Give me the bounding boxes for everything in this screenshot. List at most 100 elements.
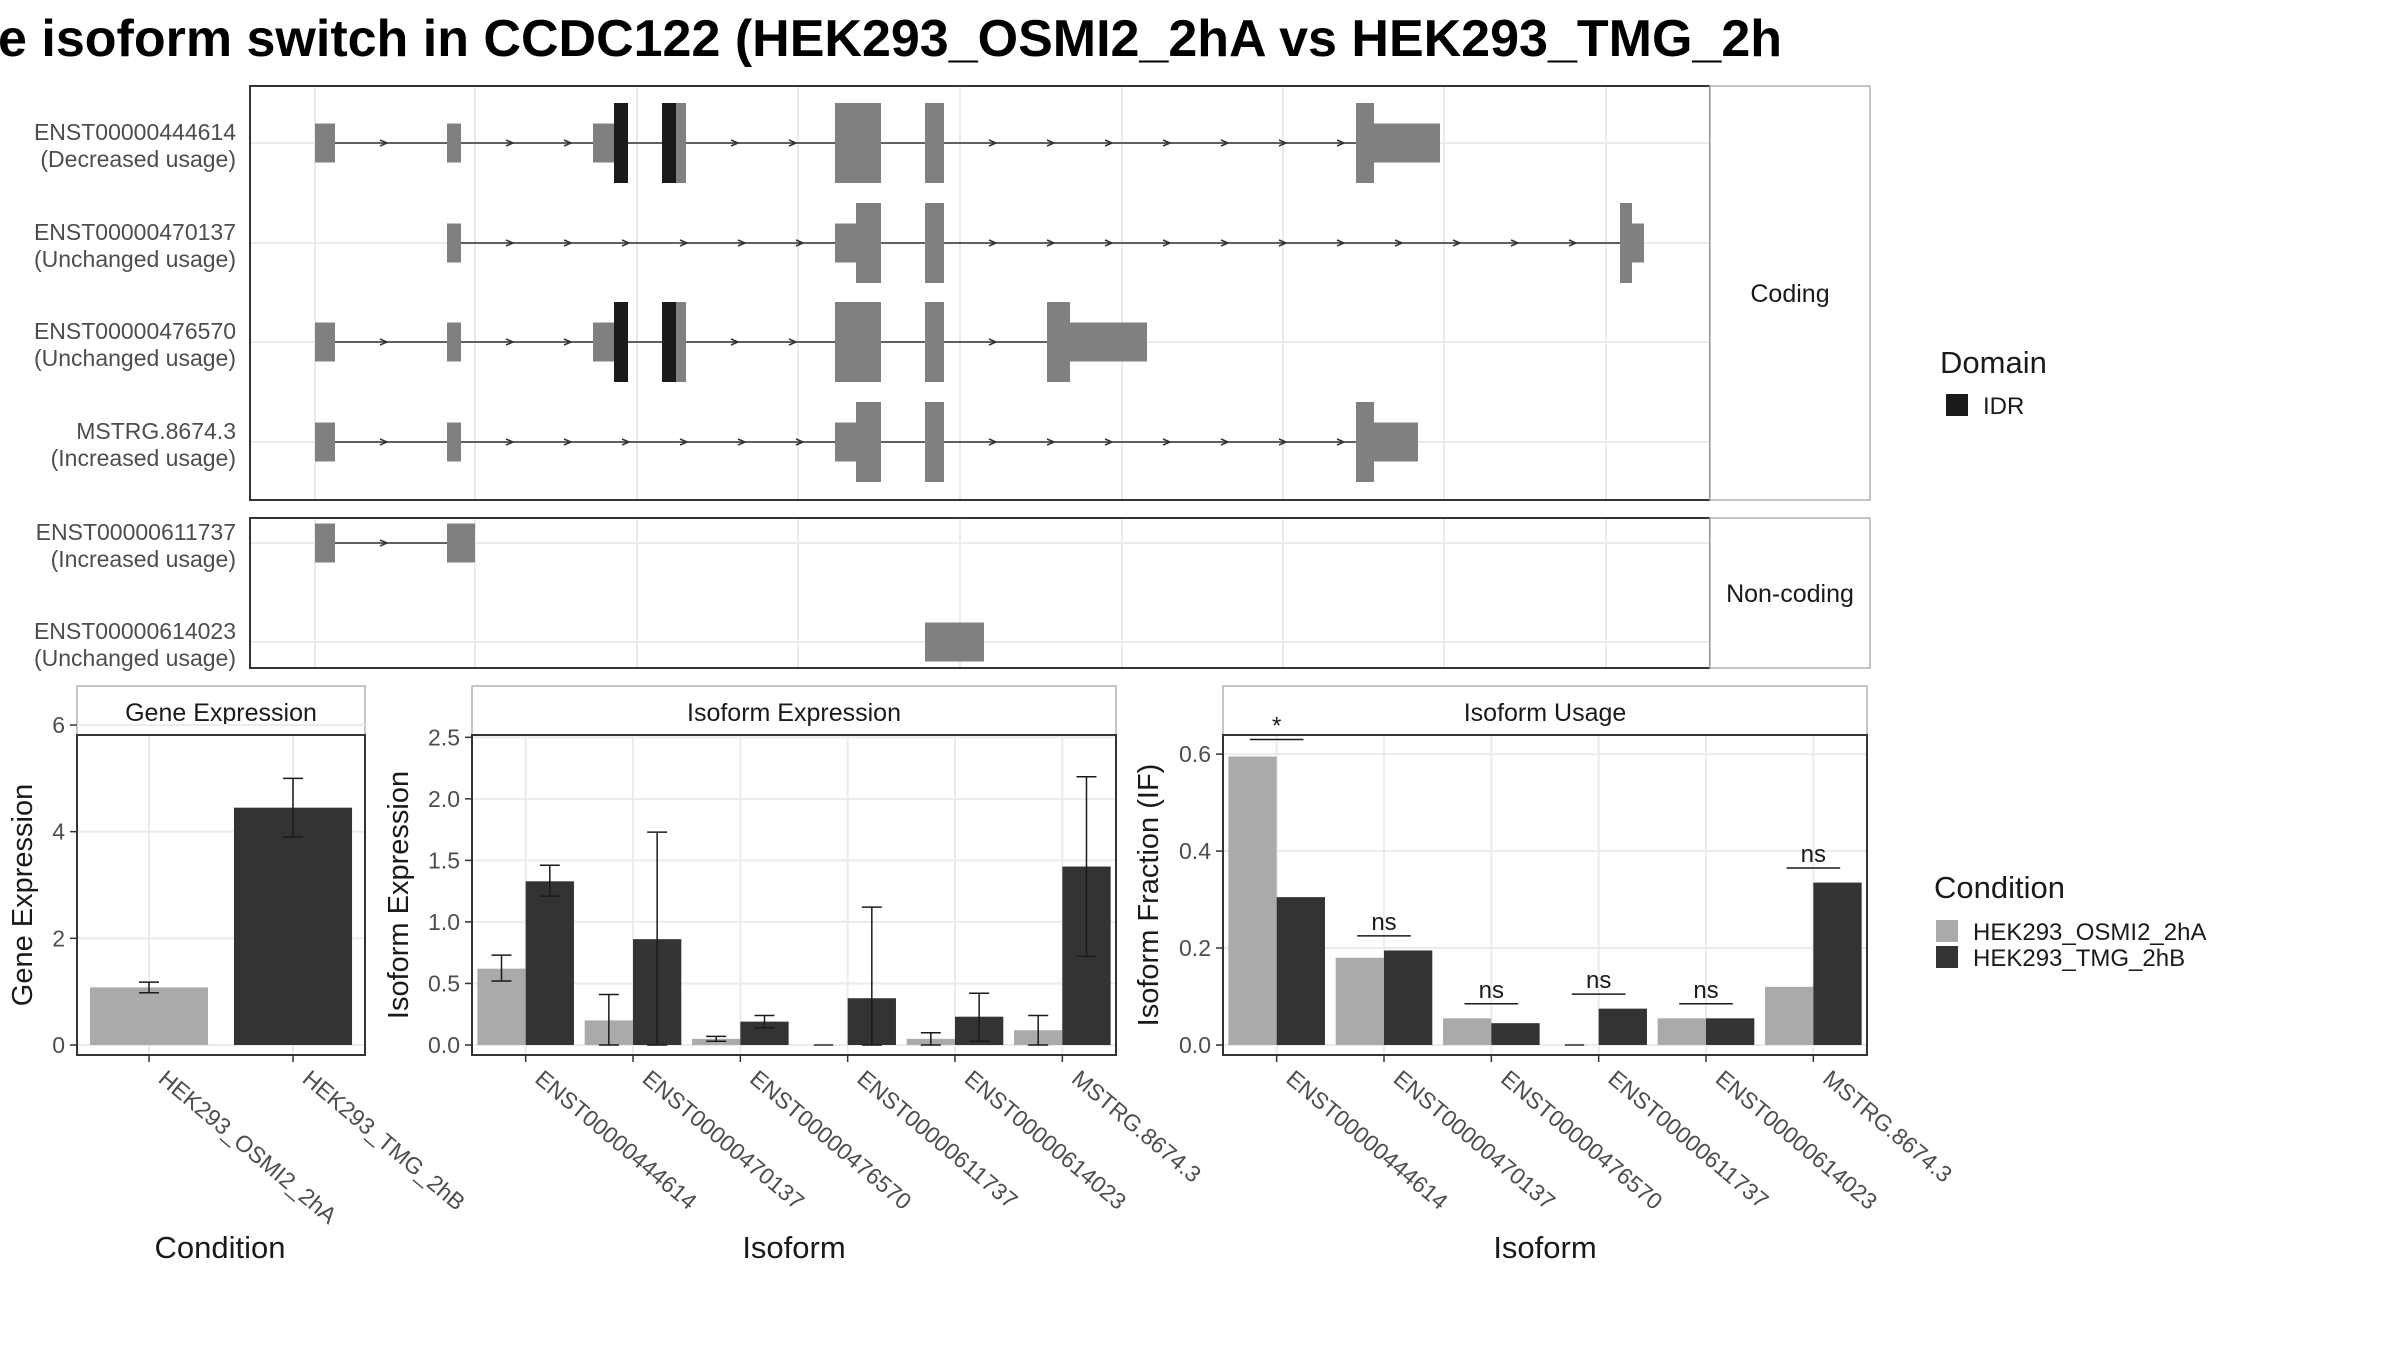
facet-strip — [1709, 85, 1871, 501]
transcript-id-label: ENST00000476570 — [34, 318, 236, 344]
exon-block — [447, 422, 461, 462]
figure-title: e isoform switch in CCDC122 (HEK293_OSMI… — [0, 10, 1782, 68]
intron-direction-arrow — [1336, 139, 1346, 147]
chart-title: Isoform Expression — [687, 699, 901, 727]
exon-block — [1632, 223, 1644, 263]
y-tick-label: 0.2 — [1179, 935, 1211, 961]
intron-direction-arrow — [563, 338, 573, 346]
intron-direction-arrow — [1336, 239, 1346, 247]
exon-block — [447, 123, 461, 163]
x-axis-title: Isoform — [1493, 1230, 1596, 1265]
intron-direction-arrow — [1278, 438, 1288, 446]
intron-direction-arrow — [563, 438, 573, 446]
bar — [1813, 882, 1862, 1045]
y-tick-label: 2.5 — [428, 724, 460, 750]
intron-direction-arrow — [1452, 239, 1462, 247]
exon-block — [925, 203, 944, 283]
condition-legend-label: HEK293_OSMI2_2hA — [1973, 919, 2206, 946]
chart-panel — [472, 735, 1116, 1055]
exon-block — [447, 523, 475, 563]
intron-direction-arrow — [795, 239, 805, 247]
bar — [89, 987, 209, 1045]
exon-block — [856, 402, 881, 482]
intron-direction-arrow — [505, 139, 515, 147]
exon-block — [835, 103, 881, 183]
chart-panel-border — [76, 734, 366, 1056]
intron-direction-arrow — [988, 438, 998, 446]
transcript-panel-0 — [250, 86, 1710, 500]
x-axis-title: Condition — [155, 1230, 286, 1265]
significance-label: ns — [1801, 841, 1826, 868]
transcript-id-label: MSTRG.8674.3 — [76, 418, 236, 444]
exon-block — [1620, 203, 1632, 283]
intron-direction-arrow — [1510, 239, 1520, 247]
exon-block — [835, 223, 856, 263]
intron-direction-arrow — [1104, 438, 1114, 446]
significance-label: ns — [1479, 977, 1504, 1004]
intron-direction-arrow — [988, 139, 998, 147]
exon-block — [315, 322, 335, 362]
bar — [1384, 950, 1433, 1045]
intron-direction-arrow — [788, 139, 798, 147]
chart-title: Isoform Usage — [1464, 699, 1627, 727]
y-tick-label: 0.6 — [1179, 741, 1211, 767]
exon-block — [856, 203, 881, 283]
condition-legend-label: HEK293_TMG_2hB — [1973, 945, 2185, 972]
idr-domain — [614, 103, 628, 183]
intron-direction-arrow — [988, 338, 998, 346]
bar — [525, 881, 574, 1045]
transcript-id-label: ENST00000614023 — [34, 618, 236, 644]
bar — [1765, 986, 1814, 1045]
y-tick-label: 0.5 — [428, 970, 460, 996]
exon-block — [835, 422, 856, 462]
chart-panel-border — [1222, 734, 1868, 1056]
exon-block — [925, 103, 944, 183]
chart-strip — [76, 685, 366, 736]
intron-direction-arrow — [737, 239, 747, 247]
y-tick-label: 0 — [52, 1032, 65, 1058]
exon-block — [1356, 103, 1374, 183]
intron-direction-arrow — [1104, 139, 1114, 147]
exon-block — [835, 302, 881, 382]
intron-direction-arrow — [737, 438, 747, 446]
bar — [1228, 756, 1277, 1045]
domain-legend-swatch — [1946, 394, 1968, 416]
intron-direction-arrow — [1162, 139, 1172, 147]
bar — [1657, 1018, 1706, 1045]
intron-direction-arrow — [621, 239, 631, 247]
exon-block — [1374, 123, 1440, 163]
intron-direction-arrow — [379, 139, 389, 147]
intron-direction-arrow — [730, 139, 740, 147]
chart-panel-border — [471, 734, 1117, 1056]
intron-direction-arrow — [1104, 239, 1114, 247]
intron-direction-arrow — [1220, 239, 1230, 247]
intron-direction-arrow — [563, 239, 573, 247]
domain-legend-title: Domain — [1940, 345, 2047, 380]
y-tick-label: 0.0 — [428, 1032, 460, 1058]
intron-direction-arrow — [1046, 139, 1056, 147]
chart-strip — [1222, 685, 1868, 736]
intron-direction-arrow — [1336, 438, 1346, 446]
y-axis-title: Isoform Expression — [383, 771, 415, 1019]
y-axis-title: Isoform Fraction (IF) — [1133, 764, 1165, 1027]
exon-block — [1356, 402, 1374, 482]
transcript-usage-label: (Decreased usage) — [40, 146, 236, 172]
significance-label: ns — [1586, 967, 1611, 994]
intron-direction-arrow — [563, 139, 573, 147]
intron-direction-arrow — [505, 438, 515, 446]
intron-direction-arrow — [679, 239, 689, 247]
significance-label: * — [1272, 713, 1281, 740]
intron-direction-arrow — [1046, 239, 1056, 247]
intron-direction-arrow — [679, 438, 689, 446]
intron-direction-arrow — [730, 338, 740, 346]
bar — [740, 1021, 789, 1045]
exon-block — [447, 322, 461, 362]
exon-block — [315, 123, 335, 163]
intron-direction-arrow — [1278, 139, 1288, 147]
condition-legend-swatch — [1936, 920, 1958, 942]
y-tick-label: 0.0 — [1179, 1032, 1211, 1058]
intron-direction-arrow — [1162, 239, 1172, 247]
exon-block — [593, 123, 614, 163]
y-tick-label: 1.5 — [428, 847, 460, 873]
